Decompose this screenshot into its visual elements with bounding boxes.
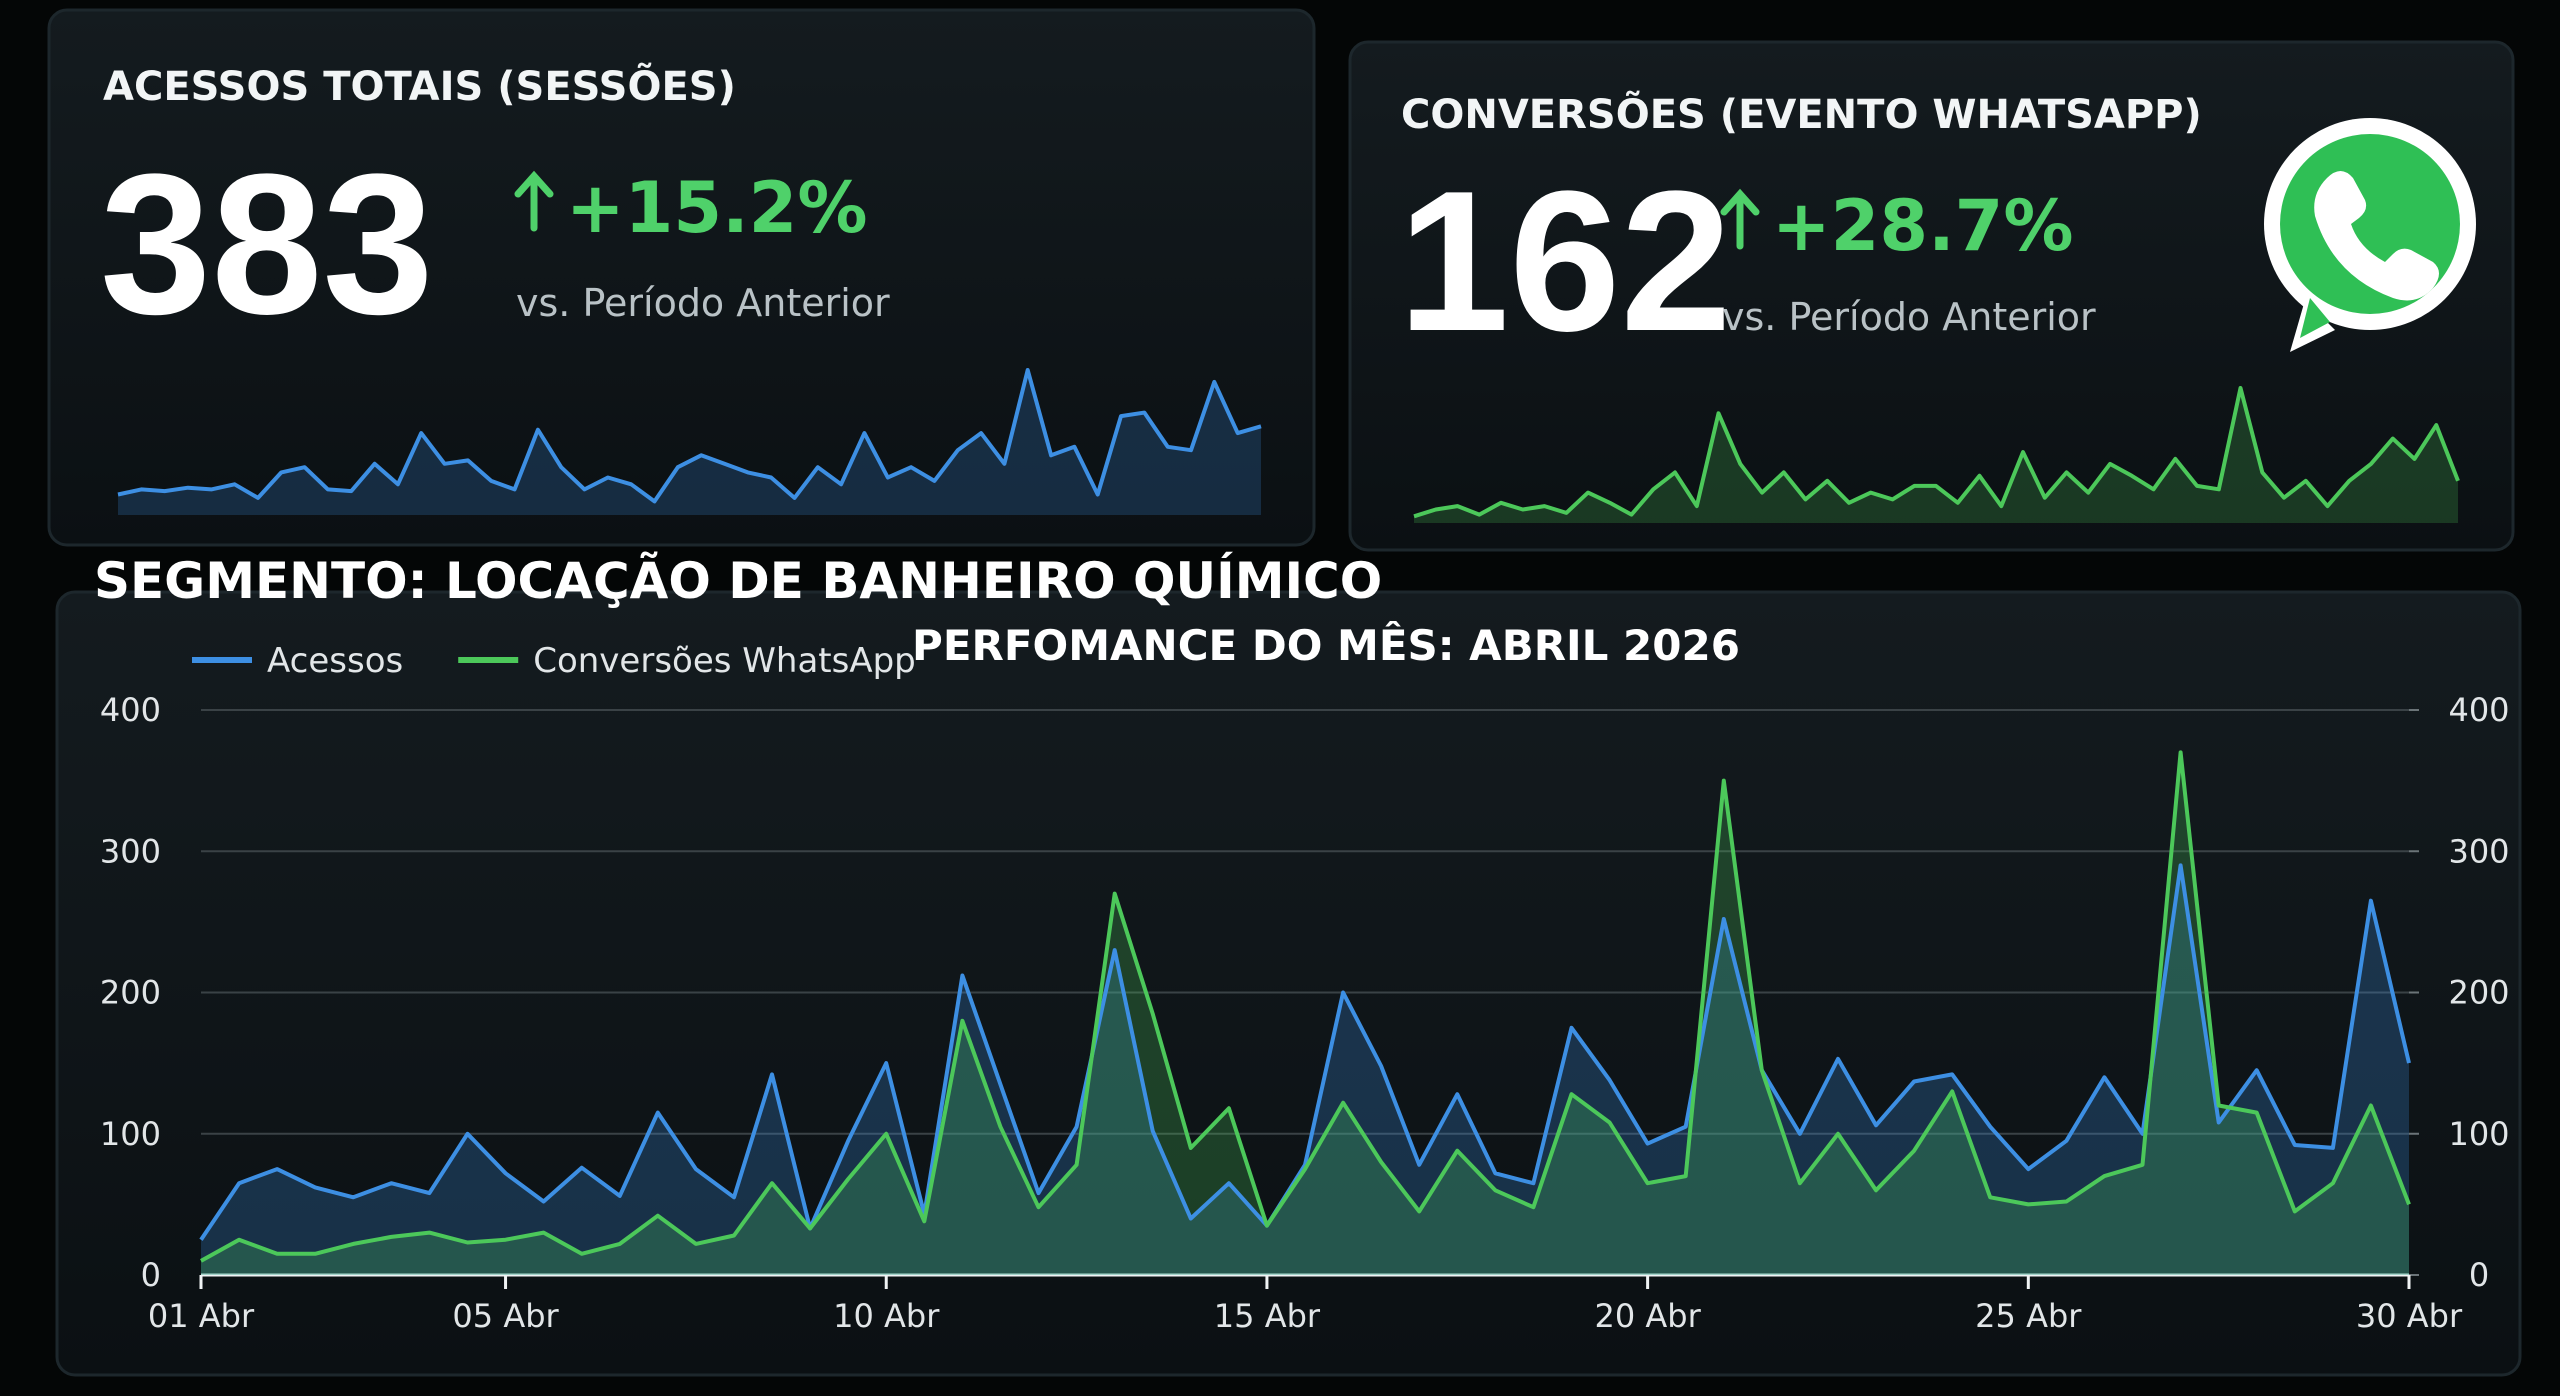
kpi-value: 383 xyxy=(100,133,434,356)
kpi-title: ACESSOS TOTAIS (SESSÕES) xyxy=(103,62,736,110)
whatsapp-icon xyxy=(2264,118,2476,352)
kpi-note: vs. Período Anterior xyxy=(1722,295,2096,339)
kpi-change: +28.7% xyxy=(1772,185,2074,267)
line xyxy=(199,863,2411,1241)
kpi-note: vs. Período Anterior xyxy=(516,281,890,325)
y2-tick-label: 0 xyxy=(2469,1256,2489,1294)
y2-tick-label: 400 xyxy=(2448,691,2509,729)
segment-title: SEGMENTO: LOCAÇÃO DE BANHEIRO QUÍMICO xyxy=(94,551,1382,610)
y2-tick-label: 200 xyxy=(2448,974,2509,1012)
up-arrow xyxy=(1720,188,1760,250)
y-tick-label: 300 xyxy=(100,832,161,870)
x-tick-label: 05 Abr xyxy=(452,1297,559,1335)
legend-label: Acessos xyxy=(267,641,403,681)
x-tick-label: 25 Abr xyxy=(1975,1297,2082,1335)
kpi-card xyxy=(47,8,1316,547)
x-tick-label: 30 Abr xyxy=(2356,1297,2463,1335)
x-tick-label: 01 Abr xyxy=(148,1297,255,1335)
chart-panel xyxy=(55,590,2522,1377)
y-tick-label: 200 xyxy=(100,974,161,1012)
y-tick-label: 400 xyxy=(100,691,161,729)
up-arrow xyxy=(514,170,554,232)
kpi-value: 162 xyxy=(1398,150,1732,373)
chart-title: PERFOMANCE DO MÊS: ABRIL 2026 xyxy=(912,620,1740,670)
x-tick-label: 10 Abr xyxy=(833,1297,940,1335)
sparkline-area xyxy=(118,370,1261,515)
y-tick-label: 0 xyxy=(141,1256,161,1294)
line xyxy=(200,750,2411,1263)
legend-label: Conversões WhatsApp xyxy=(533,641,916,681)
sparkline xyxy=(117,368,1262,504)
kpi-change: +15.2% xyxy=(566,167,868,249)
y-tick-label: 100 xyxy=(100,1115,161,1153)
area xyxy=(201,865,2409,1275)
sparkline-area xyxy=(1414,388,2458,523)
kpi-title: CONVERSÕES (EVENTO WHATSAPP) xyxy=(1401,90,2202,138)
y2-tick-label: 100 xyxy=(2448,1115,2509,1153)
x-tick-label: 15 Abr xyxy=(1214,1297,1321,1335)
sparkline xyxy=(1413,386,2460,519)
x-tick-label: 20 Abr xyxy=(1594,1297,1701,1335)
y2-tick-label: 300 xyxy=(2448,832,2509,870)
kpi-card xyxy=(1348,40,2515,552)
